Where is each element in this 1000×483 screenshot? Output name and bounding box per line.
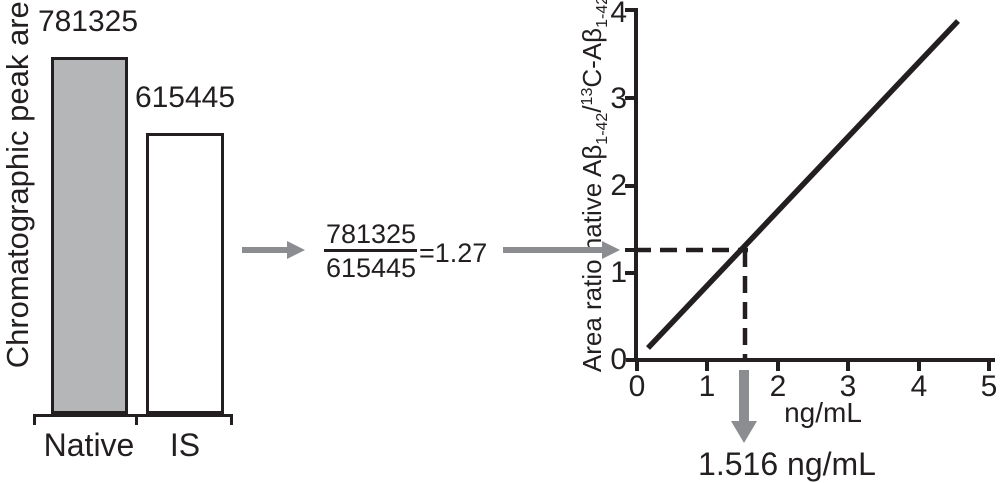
ratio-result: =1.27 [419, 238, 488, 268]
bar-value-native: 781325 [37, 5, 139, 38]
bar-label-is: IS [169, 427, 201, 463]
calibration-line [646, 19, 960, 350]
y-axis-tick-at-ratio [625, 248, 635, 252]
y-axis-tick [625, 184, 635, 188]
x-axis-tick [987, 362, 991, 371]
x-tick-label-4: 4 [910, 370, 928, 403]
x-tick-label-1: 1 [698, 370, 716, 403]
y-tick-label-0: 0 [610, 343, 627, 376]
bar-is [146, 133, 224, 414]
x-axis-tick [635, 362, 639, 371]
flow-arrow-right-icon [242, 241, 305, 259]
y-tick-label-1: 1 [610, 256, 627, 289]
line-chart-y-axis [634, 8, 638, 362]
bar-chart-y-axis-label: Chromatographic peak area [0, 0, 36, 368]
y-tick-label-3: 3 [610, 82, 627, 115]
flow-arrow-right-icon [503, 241, 620, 259]
bar-value-is: 615445 [134, 81, 236, 114]
line-chart-x-axis-label: ng/mL [784, 397, 862, 428]
x-tick-label-0: 0 [628, 370, 646, 403]
fraction-bar [324, 249, 417, 252]
x-axis-tick [776, 362, 780, 371]
ratio-denominator: 615445 [325, 253, 417, 283]
bar-chart-axis-tick [135, 414, 138, 425]
x-tick-label-2: 2 [769, 370, 787, 403]
y-tick-label-2: 2 [610, 169, 627, 202]
x-axis-tick [846, 362, 850, 371]
interpolated-result: 1.516 ng/mL [698, 446, 876, 482]
ratio-numerator: 781325 [325, 219, 417, 249]
x-axis-tick [705, 362, 709, 371]
x-tick-label-5: 5 [980, 370, 998, 403]
line-chart-x-axis [626, 358, 995, 362]
bar-chart-y-axis-label-text: Chromatographic peak area [0, 0, 35, 369]
bar-native [51, 57, 128, 414]
bar-chart-axis-tick [33, 414, 36, 425]
flow-arrow-down-icon [731, 370, 757, 443]
y-axis-label-sub1: 1-42 [594, 112, 611, 145]
bar-chart-x-axis [33, 414, 233, 417]
y-axis-tick [625, 96, 635, 100]
bar-chart-axis-tick [230, 414, 233, 425]
x-axis-tick [917, 362, 921, 371]
y-axis-tick [625, 271, 635, 275]
calibration-plot-area [634, 19, 960, 358]
y-tick-label-4: 4 [610, 0, 627, 29]
y-axis-label-main2: C-Aβ [577, 27, 607, 88]
bar-label-native: Native [43, 427, 135, 463]
x-tick-label-3: 3 [839, 370, 857, 403]
y-axis-tick [625, 8, 635, 12]
